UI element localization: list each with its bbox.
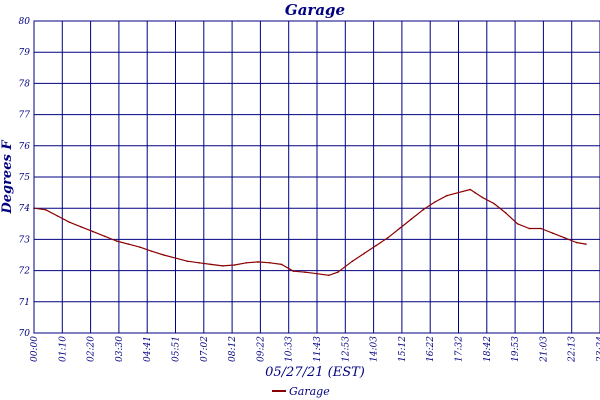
x-tick-label: 11:43 <box>313 336 323 362</box>
data-point <box>45 209 47 211</box>
data-point <box>552 232 554 234</box>
data-point <box>481 196 483 199</box>
legend: Garage <box>272 385 330 398</box>
data-point <box>139 246 141 248</box>
x-tick-label: 23:24 <box>596 336 600 363</box>
data-point <box>221 265 224 267</box>
grid <box>33 20 600 334</box>
data-point <box>474 191 476 194</box>
y-tick-label: 70 <box>19 329 31 339</box>
data-point <box>245 262 248 264</box>
data-point <box>585 243 587 245</box>
data-point <box>127 243 130 245</box>
chart-title: Garage <box>285 1 345 19</box>
x-tick-label: 08:12 <box>228 336 238 362</box>
x-tick-label: 17:32 <box>455 336 465 362</box>
x-tick-label: 14:03 <box>370 336 380 362</box>
y-tick-label: 74 <box>19 204 31 214</box>
data-point <box>410 218 413 220</box>
data-point <box>528 227 531 230</box>
x-tick-label: 01:10 <box>58 336 68 362</box>
data-point <box>375 244 377 247</box>
data-point <box>337 271 339 274</box>
x-tick-labels: 00:00 01:10 02:20 03:30 04:41 05:51 07:02 08:12… <box>30 336 600 363</box>
data-point <box>92 230 94 233</box>
y-tick-label: 78 <box>19 79 31 89</box>
data-point <box>68 221 71 223</box>
x-tick-label: 16:22 <box>426 336 436 362</box>
x-tick-label: 18:42 <box>483 336 493 362</box>
plot-frame <box>33 20 600 334</box>
data-point <box>304 271 307 274</box>
data-point <box>316 272 318 275</box>
data-point <box>56 215 59 217</box>
data-point <box>493 202 495 205</box>
data-point <box>174 257 177 259</box>
y-tick-label: 76 <box>19 142 31 152</box>
x-tick-label: 10:33 <box>285 336 295 362</box>
data-point <box>457 191 460 194</box>
data-point <box>198 262 200 264</box>
legend-label: Garage <box>289 385 330 398</box>
data-point <box>363 252 366 255</box>
x-tick-label: 03:30 <box>115 336 125 362</box>
data-point <box>563 237 566 239</box>
data-point <box>504 212 507 214</box>
data-point <box>269 262 271 264</box>
data-point <box>233 264 236 266</box>
data-point <box>257 261 259 263</box>
data-point <box>280 263 283 266</box>
data-point <box>516 223 519 225</box>
y-tick-label: 75 <box>19 173 31 183</box>
x-tick-label: 02:20 <box>87 336 97 362</box>
x-tick-label: 05:51 <box>172 336 182 362</box>
y-tick-label: 72 <box>19 267 31 277</box>
data-point <box>575 241 578 244</box>
data-point <box>445 194 448 197</box>
data-point <box>162 254 165 256</box>
data-point <box>186 260 189 263</box>
y-tick-label: 71 <box>19 298 30 308</box>
x-axis-label: 05/27/21 (EST) <box>265 365 365 380</box>
x-tick-label: 09:22 <box>256 336 266 362</box>
y-tick-label: 77 <box>19 111 31 121</box>
y-axis-label: Degrees F <box>0 140 15 215</box>
data-point <box>328 274 330 277</box>
x-tick-label: 22:13 <box>568 336 578 363</box>
data-point <box>104 235 106 238</box>
data-point <box>351 260 354 263</box>
data-point <box>398 227 401 230</box>
data-point <box>80 226 82 228</box>
y-tick-labels: 70 71 72 73 74 75 76 77 78 79 80 <box>19 17 31 339</box>
x-tick-label: 12:53 <box>341 336 351 362</box>
x-tick-label: 00:00 <box>30 336 40 362</box>
data-point <box>151 250 153 253</box>
data-point <box>469 188 472 191</box>
y-tick-label: 73 <box>19 235 31 245</box>
data-point <box>540 227 542 230</box>
x-tick-label: 04:41 <box>143 336 153 362</box>
y-tick-label: 79 <box>19 48 31 58</box>
data-point <box>115 240 118 242</box>
x-tick-label: 21:03 <box>539 336 549 363</box>
x-tick-label: 15:12 <box>398 336 408 362</box>
data-point <box>210 263 212 266</box>
x-tick-label: 07:02 <box>200 336 210 362</box>
y-tick-label: 80 <box>19 17 31 27</box>
data-point <box>422 209 424 211</box>
data-point <box>387 237 389 239</box>
x-tick-label: 19:53 <box>511 336 521 362</box>
data-point <box>434 201 436 203</box>
data-point <box>292 270 295 273</box>
